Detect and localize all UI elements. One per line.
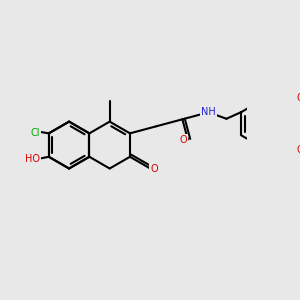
Text: O: O	[296, 145, 300, 155]
Text: HO: HO	[25, 154, 40, 164]
Text: O: O	[150, 164, 158, 173]
Text: NH: NH	[201, 107, 216, 117]
Text: Cl: Cl	[31, 128, 40, 138]
Text: O: O	[179, 135, 187, 145]
Text: O: O	[296, 93, 300, 103]
